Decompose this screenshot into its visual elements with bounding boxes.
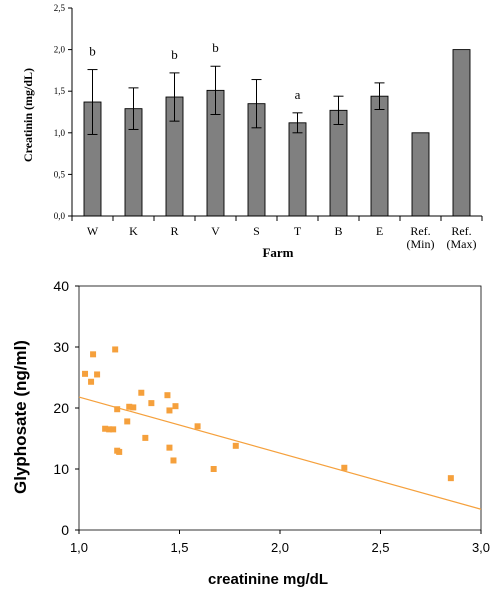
scatter-point — [447, 475, 454, 482]
scatter-point — [94, 371, 101, 378]
bar-y-tick-label: 1,0 — [54, 128, 66, 138]
scatter-point — [164, 392, 171, 399]
significance-label: b — [171, 47, 178, 62]
bar-y-tick-label: 0,0 — [54, 211, 66, 221]
significance-label: b — [212, 40, 219, 55]
scatter-point — [130, 404, 137, 411]
scatter-x-tick-label: 3,0 — [472, 540, 490, 555]
significance-label: b — [89, 44, 96, 59]
scatter-y-axis: 0 10 20 30 40 — [53, 278, 79, 538]
scatter-y-tick-label: 30 — [53, 339, 69, 355]
scatter-point — [114, 406, 121, 413]
scatter-y-axis-title: Glyphosate (ng/ml) — [11, 340, 30, 494]
scatter-x-tick-label: 2,0 — [271, 540, 289, 555]
scatter-point — [142, 434, 149, 441]
scatter-point — [138, 389, 145, 396]
bar-x-tick-label: B — [334, 224, 342, 238]
significance-label: a — [295, 87, 301, 102]
bar — [452, 49, 471, 217]
bar-x-tick-label: E — [376, 224, 383, 238]
scatter-point — [116, 448, 123, 455]
scatter-point — [166, 444, 173, 451]
scatter-point — [126, 403, 133, 410]
scatter-point — [90, 351, 97, 358]
bar — [329, 109, 348, 217]
bar-x-axis: W K R V S T B E Ref. (Min) Ref. (Max) — [71, 215, 483, 251]
bar-x-axis-title: Farm — [262, 245, 293, 260]
scatter-point — [88, 378, 95, 385]
bar-y-axis-title: Creatinin (mg/dL) — [21, 68, 35, 162]
bar-x-tick-label: V — [211, 224, 220, 238]
scatter-point — [194, 423, 201, 430]
scatter-series — [82, 346, 454, 482]
scatter-point — [102, 425, 109, 432]
scatter-point — [170, 457, 177, 464]
scatter-point — [110, 426, 117, 433]
scatter-y-tick-label: 10 — [53, 461, 69, 477]
bar-y-tick-label: 1,5 — [54, 86, 66, 96]
scatter-point — [210, 466, 217, 472]
scatter-point — [341, 464, 348, 471]
scatter-x-axis: 1,0 1,5 2,0 2,5 3,0 — [70, 530, 490, 555]
scatter-y-tick-label: 0 — [61, 522, 69, 538]
scatter-point — [124, 418, 131, 425]
scatter-point — [166, 407, 173, 414]
scatter-point — [114, 447, 121, 454]
scatter-plot-frame — [78, 285, 482, 531]
scatter-x-tick-label: 1,5 — [170, 540, 188, 555]
bar-y-tick-label: 0,5 — [54, 169, 66, 179]
scatter-x-axis-title: creatinine mg/dL — [208, 571, 328, 588]
bar-x-tick-label: Ref. (Min) — [407, 224, 435, 251]
trendline — [78, 396, 482, 510]
scatter-point — [112, 346, 119, 353]
bar-x-tick-label: W — [87, 224, 99, 238]
bar-series: b b b a — [83, 40, 471, 217]
bar — [288, 122, 307, 217]
scatter-x-tick-label: 1,0 — [70, 540, 88, 555]
bar-x-tick-label: R — [170, 224, 178, 238]
bar — [370, 95, 389, 217]
bar-x-tick-label: S — [253, 224, 260, 238]
scatter-point — [82, 370, 89, 377]
scatter-point — [172, 403, 179, 410]
creatinin-bar-chart: 0,0 0,5 1,0 1,5 2,0 2,5 b b b a W K R V S T B E Ref. (Min… — [21, 3, 483, 260]
scatter-y-tick-label: 20 — [53, 400, 69, 416]
bar-x-tick-label: K — [129, 224, 138, 238]
bar-y-tick-label: 2,5 — [54, 3, 66, 13]
scatter-point — [148, 400, 155, 407]
scatter-y-tick-label: 40 — [53, 278, 69, 294]
bar-x-tick-label: Ref. (Max) — [447, 224, 477, 251]
bar-y-tick-label: 2,0 — [54, 45, 66, 55]
scatter-point — [232, 442, 239, 449]
bar-y-axis: 0,0 0,5 1,0 1,5 2,0 2,5 — [54, 3, 73, 221]
scatter-x-tick-label: 2,5 — [371, 540, 389, 555]
bar-x-tick-label: T — [294, 224, 302, 238]
bar — [411, 132, 430, 217]
scatter-point — [106, 426, 113, 433]
